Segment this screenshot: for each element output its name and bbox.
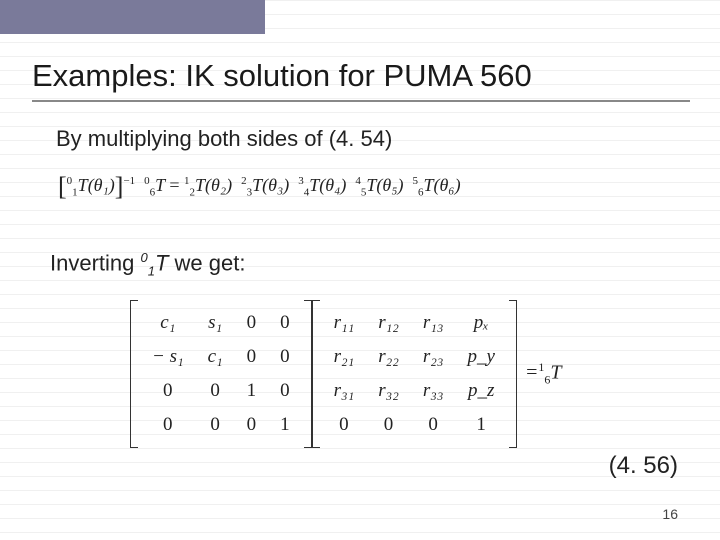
slide-content: Examples: IK solution for PUMA 560 By mu… <box>0 0 720 540</box>
equation-4-56: c₁s₁00 − s₁c₁00 0010 0001 r₁₁r₁₂r₁₃pₓ r₂… <box>130 300 562 448</box>
equation-4-54-transformed: [01T(θ₁)]−1 06T = 12T(θ₂) 23T(θ₃) 34T(θ₄… <box>58 172 461 202</box>
equation-rhs: =16T <box>525 360 562 388</box>
body-line-1: By multiplying both sides of (4. 54) <box>56 126 392 152</box>
slide-title: Examples: IK solution for PUMA 560 <box>32 58 532 94</box>
page-number: 16 <box>662 506 678 522</box>
matrix-left: c₁s₁00 − s₁c₁00 0010 0001 <box>130 300 312 448</box>
title-underline <box>32 100 690 102</box>
body-line-2: Inverting 01T we get: <box>50 250 245 279</box>
equation-number: (4. 56) <box>609 452 678 480</box>
matrix-right: r₁₁r₁₂r₁₃pₓ r₂₁r₂₂r₂₃p_y r₃₁r₃₂r₃₃p_z 00… <box>312 300 517 448</box>
